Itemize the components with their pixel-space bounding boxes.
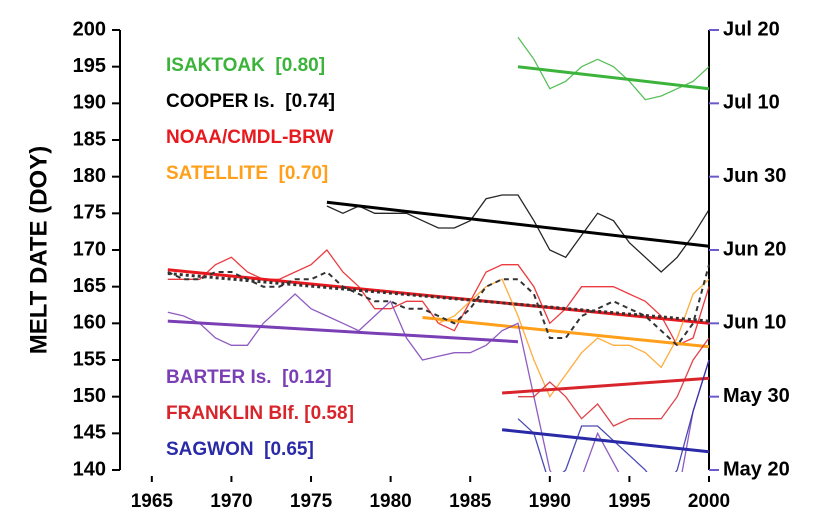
y2-tick-label: Jun 30 bbox=[723, 165, 786, 187]
y2-tick-label: May 30 bbox=[723, 385, 790, 407]
trend-line bbox=[501, 428, 710, 454]
trend-line bbox=[326, 200, 710, 248]
x-tick-label: 1970 bbox=[210, 491, 252, 512]
legend-entry: SATELLITE [0.70] bbox=[166, 163, 328, 184]
legend-entry: NOAA/CMDL-BRW bbox=[166, 127, 334, 148]
y2-tick-label: Jun 20 bbox=[723, 238, 786, 260]
y-tick-label: 175 bbox=[73, 202, 106, 224]
plot-area bbox=[167, 36, 710, 472]
x-tick-label: 1980 bbox=[369, 491, 411, 512]
x-tick-label: 2000 bbox=[688, 491, 730, 512]
y-tick-label: 180 bbox=[73, 165, 106, 187]
trend-line bbox=[501, 376, 710, 395]
x-tick-label: 1985 bbox=[449, 491, 492, 512]
y-tick-label: 185 bbox=[73, 128, 106, 150]
x-tick-label: 1995 bbox=[608, 491, 651, 512]
y-axis-label: MELT DATE (DOY) bbox=[25, 146, 52, 354]
y-tick-label: 145 bbox=[73, 422, 106, 444]
y2-tick-label: May 20 bbox=[723, 458, 790, 480]
y-tick-label: 170 bbox=[73, 238, 106, 260]
y-tick-label: 160 bbox=[73, 312, 106, 334]
x-tick-label: 1975 bbox=[290, 491, 333, 512]
y2-tick-label: Jul 20 bbox=[723, 18, 780, 40]
x-tick-label: 1965 bbox=[131, 491, 174, 512]
legend-entry: FRANKLIN Blf. [0.58] bbox=[166, 403, 354, 424]
y-tick-label: 195 bbox=[73, 55, 106, 77]
y-tick-label: 190 bbox=[73, 92, 106, 114]
y2-tick-label: Jun 10 bbox=[723, 312, 786, 334]
legend-entry: BARTER Is. [0.12] bbox=[166, 367, 332, 388]
y-tick-label: 155 bbox=[73, 348, 106, 370]
data-line bbox=[517, 36, 710, 101]
y-tick-label: 150 bbox=[73, 385, 106, 407]
data-line bbox=[167, 264, 710, 347]
legend-entry: SAGWON [0.65] bbox=[166, 439, 314, 460]
y-tick-label: 165 bbox=[73, 275, 106, 297]
y-tick-label: 140 bbox=[73, 458, 106, 480]
legend-entry: ISAKTOAK [0.80] bbox=[166, 55, 325, 76]
trend-line bbox=[167, 272, 710, 323]
y-tick-label: 200 bbox=[73, 18, 106, 40]
data-line bbox=[518, 337, 710, 427]
trend-line bbox=[167, 319, 519, 344]
data-line bbox=[326, 194, 710, 273]
legend-entry: COOPER Is. [0.74] bbox=[166, 91, 335, 112]
x-tick-label: 1990 bbox=[529, 491, 571, 512]
y2-tick-label: Jul 10 bbox=[723, 92, 780, 114]
trend-line bbox=[422, 316, 710, 349]
data-line bbox=[167, 293, 710, 472]
trend-line bbox=[517, 65, 710, 91]
